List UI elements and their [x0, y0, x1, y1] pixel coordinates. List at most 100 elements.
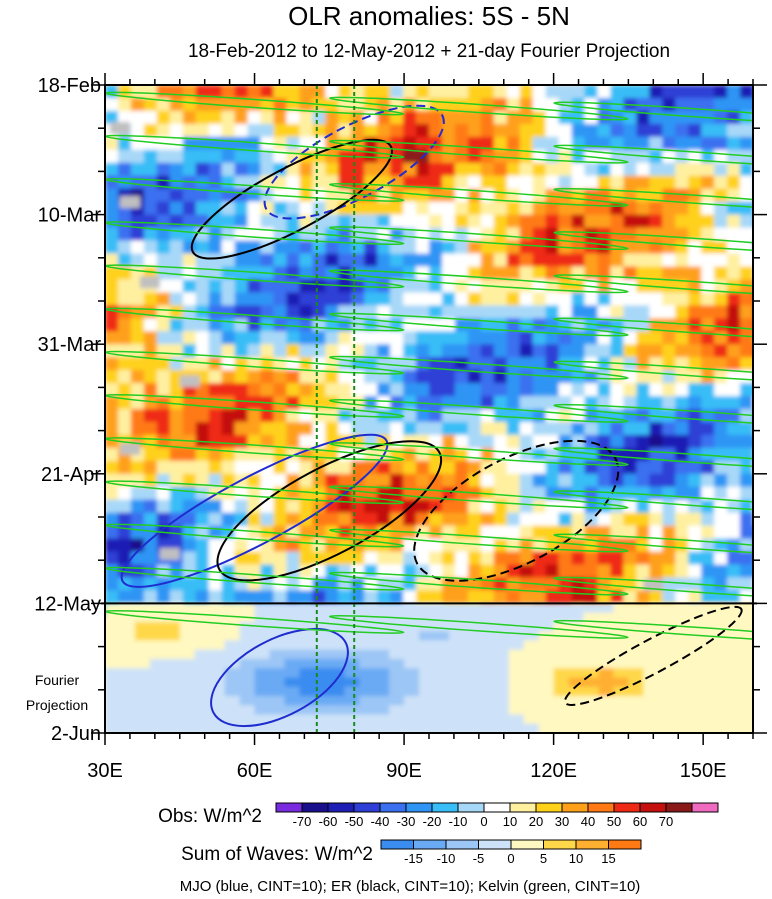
obs-cell — [519, 331, 534, 346]
obs-cell — [532, 434, 547, 449]
obs-cell — [597, 551, 612, 566]
obs-cell — [675, 305, 690, 320]
obs-cell — [493, 486, 508, 501]
obs-cell — [688, 551, 703, 566]
obs-cell — [403, 214, 418, 229]
projection-cell — [673, 612, 690, 623]
obs-cell — [454, 110, 469, 125]
projection-cell — [105, 696, 121, 707]
projection-cell — [359, 603, 376, 614]
obs-cell — [118, 499, 132, 514]
obs-cell — [727, 590, 742, 605]
obs-cell — [234, 279, 249, 294]
obs-cell — [480, 525, 495, 540]
obs-cell — [156, 188, 171, 203]
obs-cell — [740, 162, 753, 177]
projection-cell — [568, 723, 585, 733]
obs-cell — [480, 564, 495, 579]
obs-cell — [675, 486, 690, 501]
projection-cell — [613, 714, 630, 725]
obs-cell — [143, 85, 158, 99]
obs-cell — [390, 253, 405, 268]
projection-cell — [105, 658, 121, 670]
obs-cell — [130, 162, 145, 177]
projection-cell — [628, 658, 645, 670]
obs-cell — [532, 136, 547, 151]
colorbar-swatch — [327, 802, 355, 813]
obs-cell — [312, 370, 327, 385]
obs-cell — [740, 512, 753, 527]
projection-cell — [478, 668, 495, 679]
obs-cell — [377, 344, 392, 359]
projection-cell — [598, 668, 615, 679]
obs-cell — [377, 551, 392, 566]
obs-cell — [377, 564, 392, 579]
obs-cell — [662, 240, 677, 255]
obs-cell — [714, 98, 729, 112]
projection-cell — [553, 621, 570, 633]
obs-cell — [221, 188, 236, 203]
projection-cell — [718, 612, 735, 623]
obs-cell — [688, 162, 703, 177]
obs-cell — [286, 331, 301, 346]
projection-cell — [269, 705, 286, 716]
obs-cell — [429, 422, 443, 436]
obs-cell — [714, 564, 729, 579]
obs-cell — [714, 253, 729, 268]
obs-cell — [416, 447, 430, 462]
obs-cell — [208, 318, 223, 333]
obs-cell — [584, 214, 599, 229]
obs-cell — [299, 85, 314, 99]
projection-cell — [329, 686, 346, 697]
obs-cell — [377, 292, 392, 307]
obs-cell — [610, 318, 625, 333]
obs-cell — [416, 331, 430, 346]
obs-cell — [130, 357, 145, 372]
kelvin-contour — [553, 403, 753, 428]
obs-cell — [753, 526, 767, 540]
obs-cell — [571, 422, 586, 436]
projection-cell — [748, 612, 753, 623]
obs-cell — [493, 396, 508, 410]
projection-cell — [493, 696, 510, 707]
obs-cell — [390, 590, 405, 605]
obs-cell — [299, 175, 314, 190]
obs-cell — [558, 512, 573, 527]
obs-cell — [493, 331, 508, 346]
projection-cell — [718, 621, 735, 633]
obs-cell — [156, 214, 171, 229]
projection-cell — [149, 603, 166, 614]
obs-cell — [247, 318, 262, 333]
obs-cell — [558, 564, 573, 579]
obs-cell — [675, 499, 690, 514]
obs-cell — [753, 487, 767, 501]
obs-cell — [182, 136, 197, 151]
obs-cell — [662, 331, 677, 346]
obs-cell — [753, 578, 767, 592]
obs-cell — [234, 123, 249, 138]
obs-cell — [416, 175, 430, 190]
obs-cell — [118, 331, 132, 346]
obs-cell — [169, 331, 184, 346]
obs-cell — [662, 577, 677, 592]
obs-cell — [156, 292, 171, 307]
projection-cell — [134, 658, 151, 670]
obs-cell — [442, 460, 456, 475]
projection-cell — [149, 714, 166, 725]
missing-data-cell — [159, 547, 180, 560]
projection-cell — [134, 649, 151, 660]
obs-cell — [143, 538, 158, 553]
projection-cell — [748, 723, 753, 733]
obs-cell — [105, 499, 119, 514]
y-tick-label: 12-May — [34, 593, 101, 615]
obs-cell — [118, 486, 132, 501]
obs-cell — [701, 98, 716, 112]
obs-cell — [403, 240, 418, 255]
projection-cell — [703, 677, 720, 688]
mjo-contour — [263, 104, 445, 220]
projection-cell — [478, 658, 495, 670]
obs-cell — [416, 318, 430, 333]
projection-cell — [508, 649, 525, 660]
obs-cell — [130, 409, 145, 423]
obs-cell — [105, 110, 119, 125]
